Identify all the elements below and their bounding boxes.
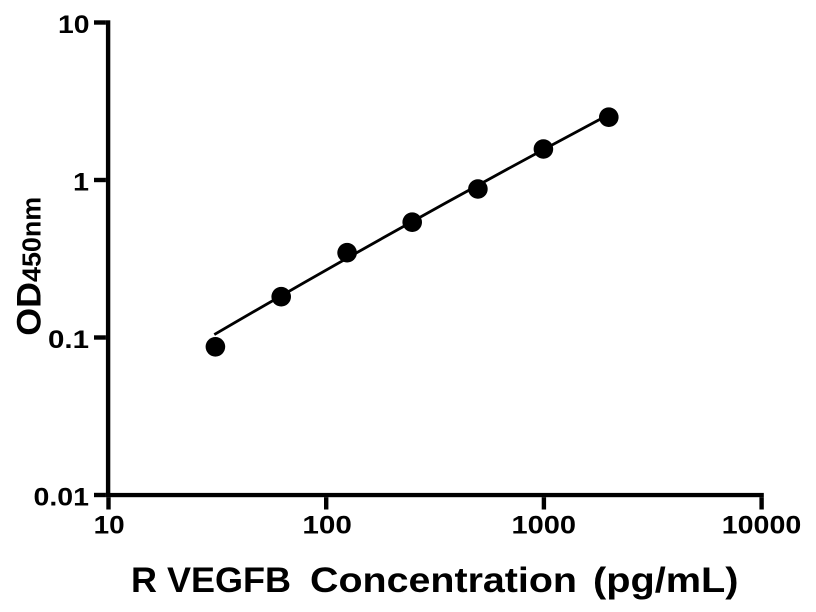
svg-text:100: 100 [302,511,352,539]
svg-text:0.1: 0.1 [48,326,89,354]
svg-text:0.01: 0.01 [34,484,90,512]
svg-text:(pg/mL): (pg/mL) [593,561,739,600]
svg-text:10: 10 [58,11,90,39]
svg-text:10000: 10000 [722,511,802,539]
svg-text:R VEGFB: R VEGFB [131,561,291,600]
svg-text:1: 1 [73,169,89,197]
svg-text:1000: 1000 [512,511,577,539]
svg-text:10: 10 [94,511,125,539]
svg-text:Concentration: Concentration [310,561,577,600]
